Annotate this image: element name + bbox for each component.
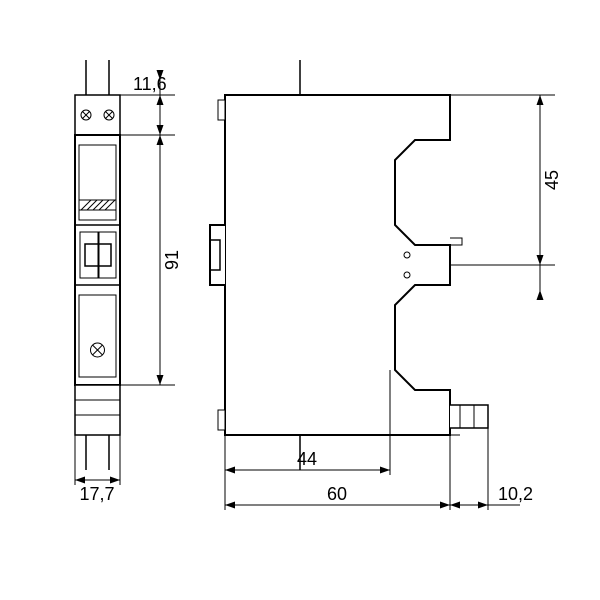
dim-body-height-label: 91 (162, 250, 182, 270)
technical-drawing: 17,7 11,6 91 44 (0, 0, 600, 600)
dim-terminal-height-label: 11,6 (133, 74, 167, 94)
dim-total-depth: 60 (225, 484, 450, 509)
front-view (75, 60, 120, 470)
dim-body-height: 91 (120, 135, 182, 385)
dim-rail-depth-label: 44 (297, 449, 317, 469)
dim-front-width: 17,7 (75, 435, 120, 504)
dim-terminal-height: 11,6 (120, 70, 175, 135)
dim-clip-depth-label: 10,2 (498, 484, 533, 504)
side-view (210, 60, 555, 510)
dim-front-width-label: 17,7 (79, 484, 114, 504)
dim-total-depth-label: 60 (327, 484, 347, 504)
dim-rail-center-height: 45 (537, 95, 563, 300)
dim-clip-depth: 10,2 (450, 484, 533, 509)
dim-rail-center-height-label: 45 (542, 170, 562, 190)
dim-rail-depth: 44 (225, 449, 390, 474)
